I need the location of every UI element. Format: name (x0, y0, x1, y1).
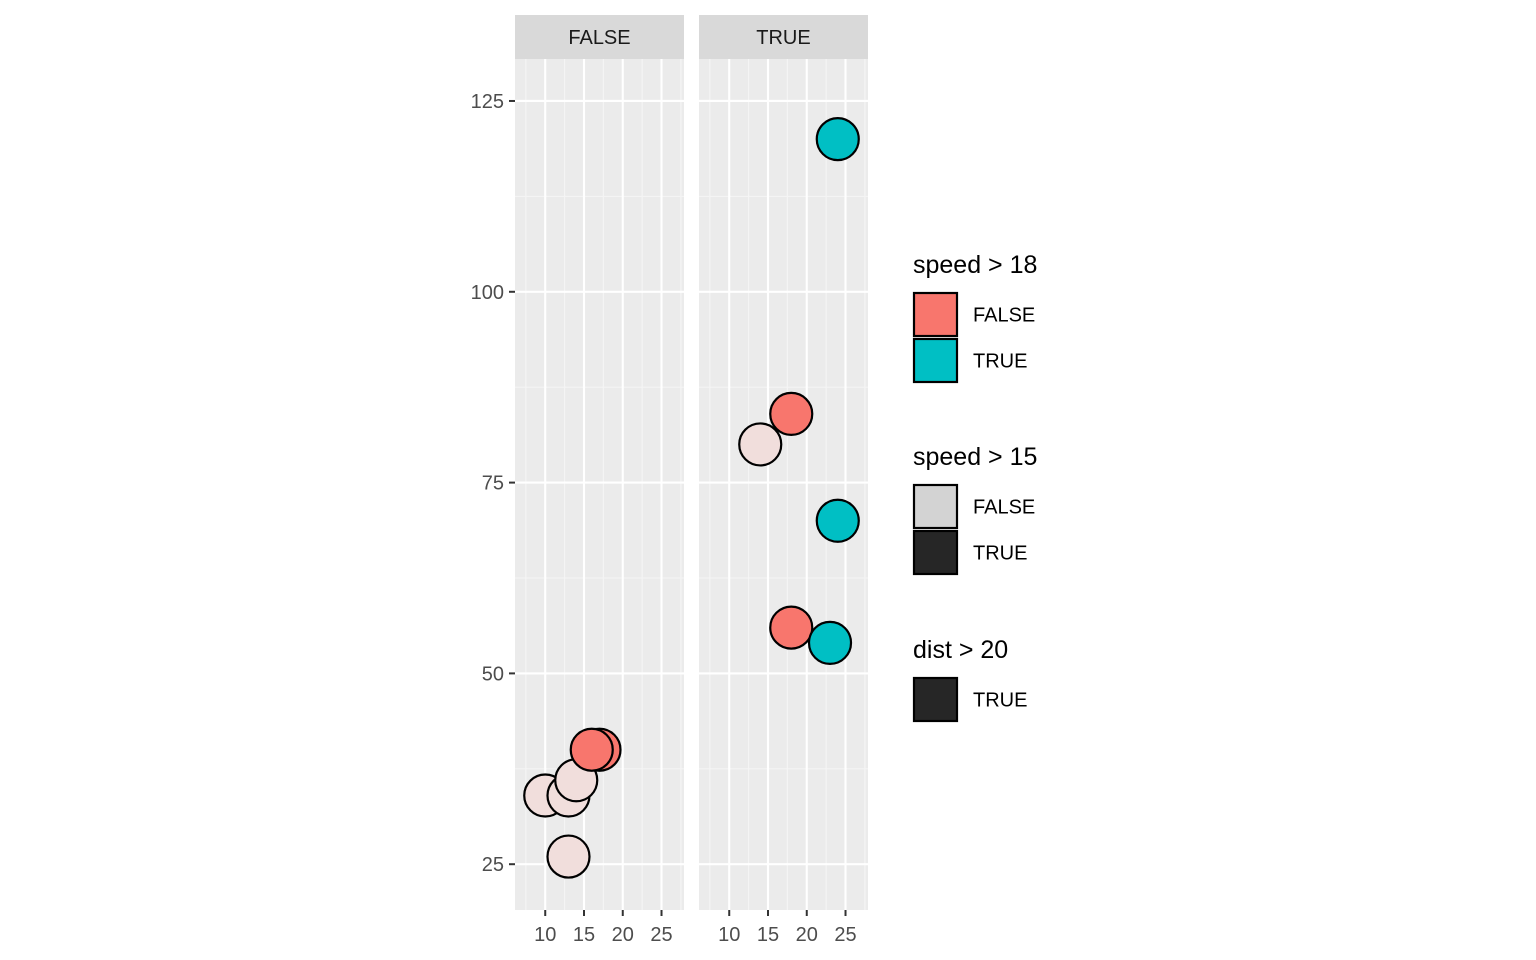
y-axis: 25 50 75 100 125 (471, 91, 515, 876)
legend-group: speed > 15 FALSE TRUE (912, 443, 1037, 576)
legend-key (912, 529, 959, 576)
data-point (769, 605, 814, 650)
y-tick-label: 125 (471, 91, 504, 113)
x-tick-label: 20 (612, 924, 634, 946)
facet-strip (699, 15, 868, 59)
legend-label: TRUE (973, 690, 1027, 712)
y-tick-label: 50 (482, 663, 504, 685)
data-point (815, 117, 860, 162)
x-tick-label: 15 (573, 924, 595, 946)
data-point (807, 620, 853, 665)
data-point (738, 422, 783, 467)
facet-strip (515, 15, 684, 59)
x-tick-label: 10 (534, 924, 556, 946)
legend-key (912, 676, 959, 723)
legend-label: TRUE (973, 351, 1027, 373)
legend-title: speed > 15 (913, 443, 1037, 471)
legend-label: FALSE (973, 497, 1035, 519)
facet-panel-true: TRUE 10 15 20 25 (699, 15, 868, 946)
legend-title: dist > 20 (913, 636, 1008, 664)
legend-key (912, 483, 959, 530)
y-tick-label: 25 (482, 854, 504, 876)
panel-background (699, 59, 868, 910)
legend-label: TRUE (973, 543, 1027, 565)
data-point (546, 834, 591, 879)
data-point (815, 498, 860, 543)
x-tick-label: 25 (834, 924, 856, 946)
legend-key (912, 337, 959, 384)
legend-title: speed > 18 (913, 251, 1037, 279)
data-point (769, 391, 814, 437)
x-tick-label: 20 (796, 924, 818, 946)
facet-strip-label: TRUE (756, 27, 810, 49)
data-point (569, 727, 614, 772)
x-tick-label: 10 (718, 924, 740, 946)
facet-panels: FALSE 10 15 20 25 TRUE 10 15 20 25 (515, 15, 868, 946)
legend-key (912, 291, 959, 338)
facet-strip-label: FALSE (568, 27, 630, 49)
facet-panel-false: FALSE 10 15 20 25 (515, 15, 684, 946)
x-tick-label: 25 (650, 924, 672, 946)
x-tick-label: 15 (757, 924, 779, 946)
legend-group: speed > 18 FALSE TRUE (912, 251, 1037, 384)
y-tick-label: 75 (482, 473, 504, 495)
y-tick-label: 100 (471, 282, 504, 304)
legend-group: dist > 20 TRUE (912, 636, 1027, 723)
legend-label: FALSE (973, 305, 1035, 327)
